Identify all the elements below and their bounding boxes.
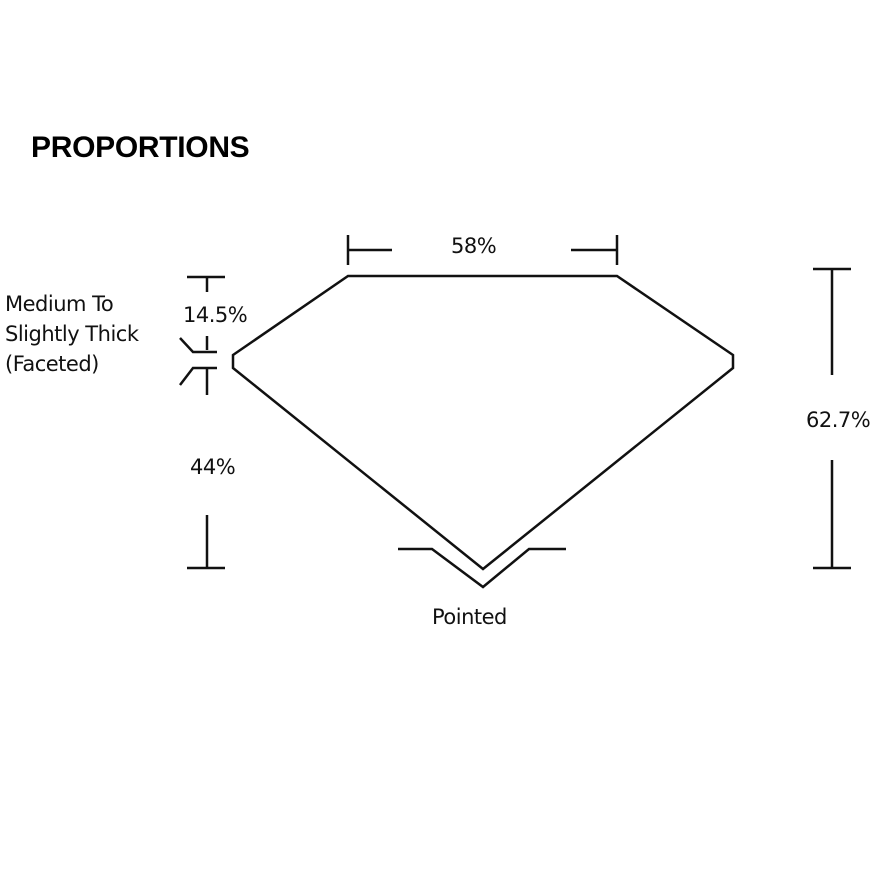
depth-dimension-marker — [813, 267, 851, 570]
culet-marker — [398, 547, 566, 589]
table-dimension-marker — [346, 235, 619, 265]
diamond-outline — [231, 274, 735, 571]
girdle-label-line1: Medium To — [5, 292, 114, 316]
girdle-label-line2: Slightly Thick — [5, 322, 139, 346]
depth-label: 62.7% — [806, 408, 871, 432]
crown-label: 14.5% — [183, 303, 248, 327]
culet-label: Pointed — [432, 605, 507, 629]
page-title: PROPORTIONS — [31, 131, 250, 164]
pavilion-label: 44% — [190, 455, 236, 479]
crown-dimension-marker — [179, 275, 225, 354]
pavilion-dimension-marker — [179, 366, 225, 570]
table-label: 58% — [451, 234, 497, 258]
girdle-label-line3: (Faceted) — [5, 352, 99, 376]
